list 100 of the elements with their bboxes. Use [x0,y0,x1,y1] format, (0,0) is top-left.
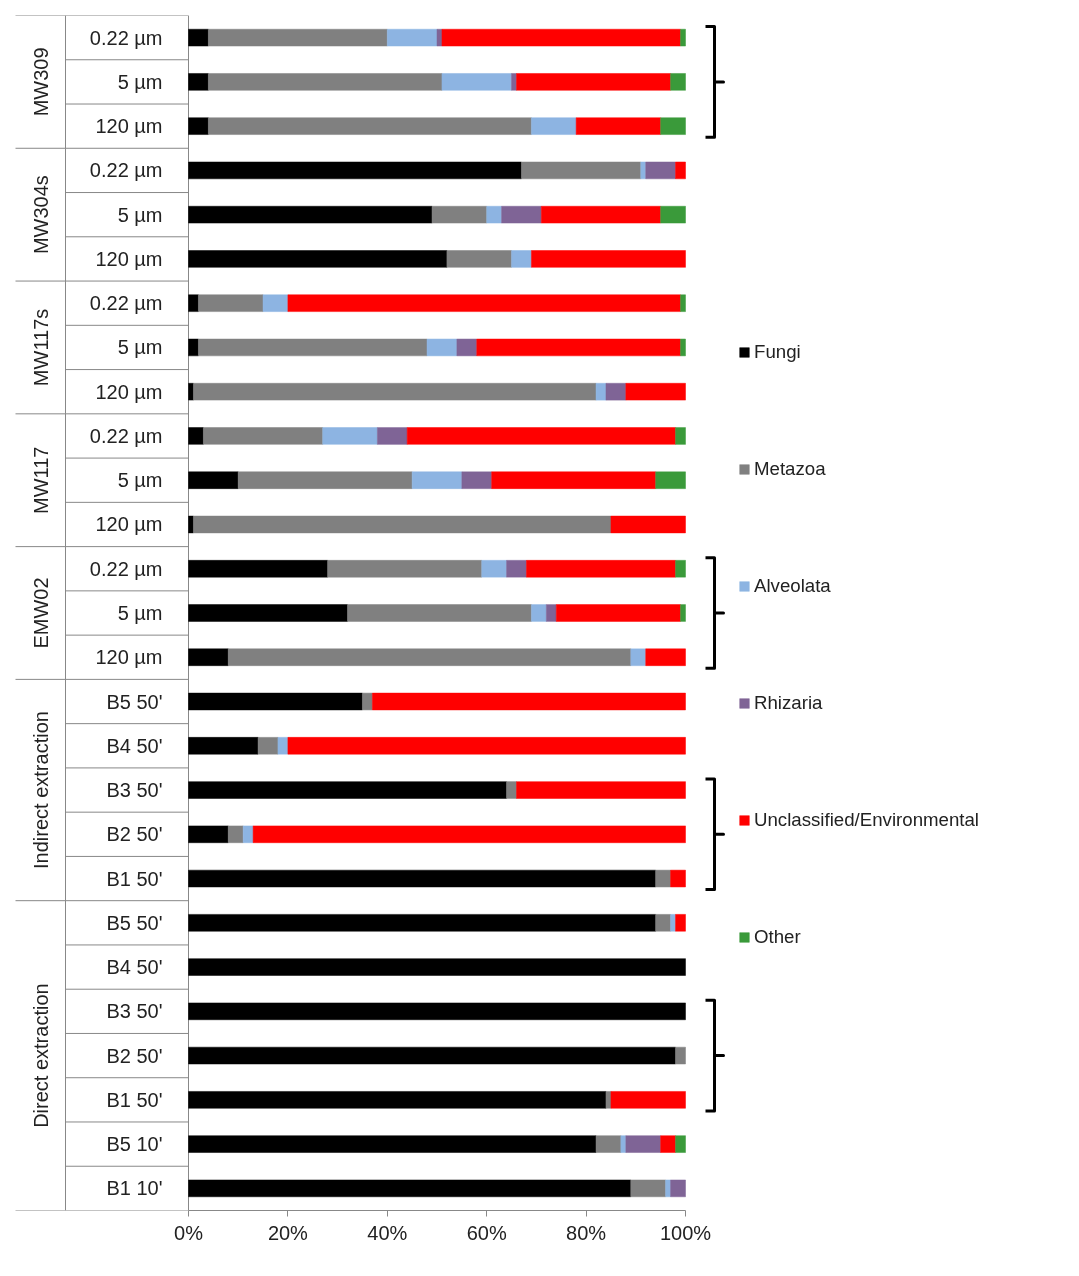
y-tick-label: 0.22 µm [89,424,163,447]
bar [605,1091,612,1109]
bar [461,471,492,489]
bar [188,1002,686,1020]
bar [193,383,597,401]
x-tick-label: 0% [174,1221,204,1244]
bar [655,471,686,489]
y-tick-label: 5 µm [117,602,163,624]
bar [675,1046,686,1065]
bar [347,604,532,622]
bar [188,427,204,445]
bar [481,560,507,578]
bar [411,471,463,489]
bar [188,914,656,932]
bar [188,1091,607,1109]
bar [203,427,323,445]
bar [372,692,686,711]
bar [680,28,686,47]
bar [188,560,328,578]
bar [431,206,487,224]
bar [188,604,348,622]
bar [645,648,686,666]
bar [198,294,264,312]
bar [506,560,527,578]
bar [287,737,686,755]
bar [516,73,671,91]
bar [476,338,681,357]
bar [640,161,646,180]
bar [595,383,607,401]
y-tick-label: B1 10' [106,1177,163,1200]
bar [441,73,512,91]
text: Direct extraction [29,983,52,1128]
bar [610,1091,686,1109]
bar [511,73,517,91]
bar [526,560,676,578]
bar [252,825,686,843]
bar [188,1135,597,1153]
bar [575,117,661,135]
x-tick-label: 60% [466,1221,507,1244]
bar [188,1046,676,1065]
y-tick-label: B5 50' [106,911,163,934]
x-tick-label: 80% [566,1221,607,1244]
bar [287,294,681,312]
bar [188,161,522,180]
y-tick-label: B3 50' [106,779,163,802]
x-tick-label: 20% [267,1221,309,1244]
y-tick-label: 120 µm [95,115,163,138]
y-tick-label: B1 50' [106,1088,163,1111]
bar [605,383,627,401]
bar [670,869,686,888]
y-tick-label: B2 50' [106,823,163,846]
bar [655,869,671,888]
bar [188,294,199,312]
bar [188,117,209,135]
bar [188,28,209,47]
bar [426,338,458,357]
bar [188,958,686,976]
bar [456,338,478,357]
y-tick-label: B2 50' [106,1044,163,1067]
bar [670,1179,686,1198]
bar [322,427,378,445]
bar [362,692,373,711]
bar [610,515,686,534]
bar [630,648,646,666]
bar [675,427,686,445]
bar [257,737,279,755]
y-tick-label: B3 50' [106,1000,163,1023]
bar [188,781,507,799]
bar [511,250,532,268]
text: MW304s [29,175,52,255]
y-tick-label: 120 µm [95,380,163,403]
text: MW117 [29,446,52,514]
bar [680,338,686,357]
bar [670,73,686,91]
bar [531,117,577,135]
bar [198,338,428,357]
bar [188,383,194,401]
text: MW309 [29,47,52,117]
bar [665,1179,671,1198]
bar [660,1135,676,1153]
legend-label: Rhizaria [754,692,823,714]
y-tick-label: B1 50' [106,867,163,890]
x-tick-label: 100% [659,1221,712,1244]
bar [620,1135,627,1153]
bar [327,560,482,578]
x-tick-label: 40% [367,1221,408,1244]
legend-label: Alveolata [754,575,831,597]
text: EMW02 [29,577,52,649]
y-tick-label: B4 50' [106,956,163,979]
bar [531,250,686,268]
legend-label: Metazoa [754,458,826,480]
bar [660,117,686,135]
bar [675,161,686,180]
bar [188,471,239,489]
bar [188,869,656,888]
y-tick-label: 120 µm [95,646,163,669]
bar [516,781,686,799]
bar [188,825,229,843]
legend-label: Fungi [754,341,801,363]
bar [208,73,443,91]
